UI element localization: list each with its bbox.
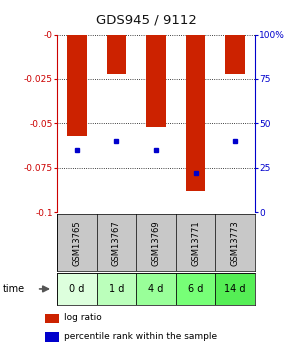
Text: GSM13765: GSM13765 xyxy=(72,221,81,266)
Text: GSM13769: GSM13769 xyxy=(151,221,161,266)
Text: 1 d: 1 d xyxy=(109,284,124,294)
Bar xyxy=(215,273,255,305)
Text: GSM13771: GSM13771 xyxy=(191,221,200,266)
Text: 0 d: 0 d xyxy=(69,284,85,294)
Bar xyxy=(176,273,215,305)
Text: time: time xyxy=(3,284,25,294)
Bar xyxy=(136,273,176,305)
Bar xyxy=(107,34,126,73)
Text: 6 d: 6 d xyxy=(188,284,203,294)
Text: percentile rank within the sample: percentile rank within the sample xyxy=(64,332,217,341)
Text: GSM13773: GSM13773 xyxy=(231,220,240,266)
Bar xyxy=(97,273,136,305)
Text: GDS945 / 9112: GDS945 / 9112 xyxy=(96,14,197,27)
Bar xyxy=(146,34,166,127)
Bar xyxy=(45,333,59,342)
Bar xyxy=(186,34,205,191)
Bar xyxy=(45,314,59,323)
Bar xyxy=(67,34,87,136)
Text: 4 d: 4 d xyxy=(148,284,164,294)
Text: GSM13767: GSM13767 xyxy=(112,220,121,266)
Bar xyxy=(225,34,245,73)
Text: 14 d: 14 d xyxy=(224,284,246,294)
Text: log ratio: log ratio xyxy=(64,313,101,322)
Bar xyxy=(57,273,97,305)
